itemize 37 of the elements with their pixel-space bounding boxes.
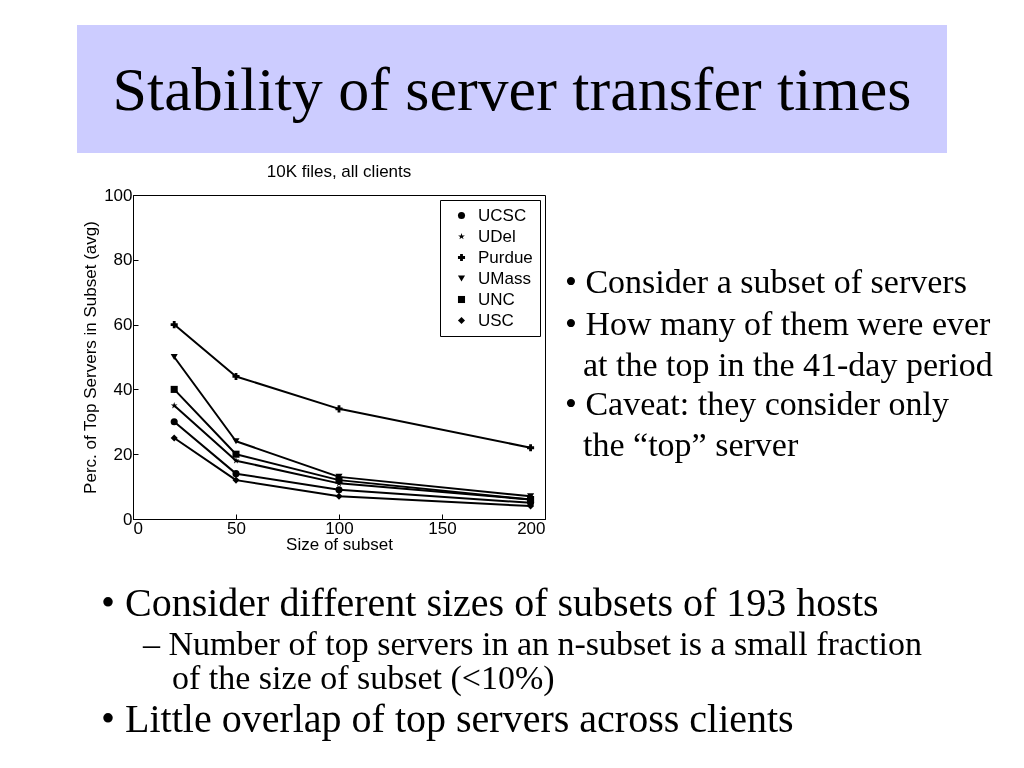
y-axis-title: Perc. of Top Servers in Subset (avg) xyxy=(81,221,101,494)
point xyxy=(170,321,178,329)
point xyxy=(232,470,240,478)
legend-label: Purdue xyxy=(478,247,533,267)
x-tick-label: 150 xyxy=(428,518,457,538)
y-tick-label: 60 xyxy=(113,315,133,335)
legend-label: UMass xyxy=(478,268,531,288)
text: – Number of top servers in an n-subset is a small fraction of the size of subset (<10%) xyxy=(143,625,922,696)
point xyxy=(170,434,178,442)
legend-label: USC xyxy=(478,310,514,330)
legend-label: UDel xyxy=(478,226,516,246)
text: • Little overlap of top servers across clients xyxy=(101,696,794,741)
y-tick-label: 40 xyxy=(113,379,133,399)
point xyxy=(232,476,240,484)
chart-title: Stability of server transfer times xyxy=(112,53,912,125)
text: • Consider different sizes of subsets of 193 hosts xyxy=(101,580,879,625)
text: • How many of them were ever at the top in the 41-day period xyxy=(565,304,993,385)
point xyxy=(170,418,178,426)
x-tick-label: 200 xyxy=(517,518,546,538)
point xyxy=(335,486,343,494)
y-tick-label: 20 xyxy=(113,444,133,464)
y-tick-label: 80 xyxy=(113,250,133,270)
point xyxy=(170,385,178,393)
point xyxy=(527,444,535,452)
legend-label: UNC xyxy=(478,289,515,309)
text: • Caveat: they consider only the “top” server xyxy=(565,384,949,465)
chart-subtitle: 10K files, all clients xyxy=(266,162,412,181)
point xyxy=(232,372,240,380)
point xyxy=(335,405,343,413)
point xyxy=(232,438,240,445)
point xyxy=(335,492,343,500)
point xyxy=(232,450,240,458)
point xyxy=(170,353,178,361)
x-tick-label: 50 xyxy=(227,518,246,538)
text: • Consider a subset of servers xyxy=(565,262,967,302)
legend-label: UCSC xyxy=(478,205,527,225)
y-tick-label: 100 xyxy=(104,185,133,205)
